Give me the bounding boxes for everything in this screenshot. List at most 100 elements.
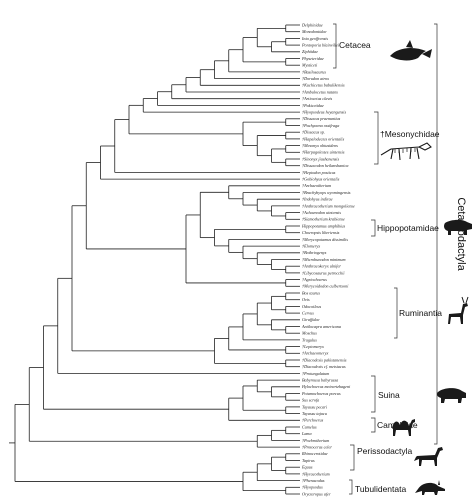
camel-icon: [392, 419, 415, 436]
taxon-label: Equus: [301, 465, 313, 470]
taxon-label: †Bothriogenys: [302, 250, 327, 255]
order-label-cetartiodactyla: Cetartiodactyla: [455, 197, 467, 271]
taxon-label: †Perchoerus: [302, 418, 324, 423]
taxon-label: †Dissacodon heilanshanica: [302, 163, 348, 168]
taxon-label: Inia geoffrensis: [301, 36, 328, 41]
taxon-label: Physeteridae: [301, 56, 324, 61]
aardvark-icon: [415, 480, 445, 495]
taxon-label: †Gobiohyus orientalis: [302, 177, 340, 182]
clade-brackets: [333, 23, 438, 495]
taxon-label: Lama: [301, 431, 312, 436]
taxon-label: †Phenacodus: [302, 478, 325, 483]
taxon-label: †Poebrotherium: [302, 438, 329, 443]
taxon-label: †Dissacus sp.: [302, 130, 325, 135]
clade-label-suina: Suina: [378, 390, 400, 400]
clade-label-ruminantia: Ruminantia: [399, 308, 442, 318]
taxon-label: Tayassu tajacu: [302, 411, 327, 416]
taxon-label: †Ambulocetus natans: [302, 89, 338, 94]
taxon-label: †Dissacus praenuntius: [302, 116, 341, 121]
taxon-label: Babyrousa babyrussa: [302, 378, 338, 383]
taxon-label: Ziphiidae: [302, 49, 318, 54]
taxon-label: †Merycopotamus dissimilis: [302, 237, 348, 242]
taxon-label: Bos taurus: [302, 290, 320, 295]
deer-icon: [448, 296, 469, 324]
pig-icon: [437, 388, 466, 403]
bracket-perissodactyla: [350, 444, 355, 471]
taxon-label: Hylochoerus meinertzhageni: [301, 384, 351, 389]
taxon-label: Rhinocerotidae: [301, 451, 328, 456]
clade-label-hippopotamidae: Hippopotamidae: [377, 223, 439, 233]
taxon-label: †Hapalodectes orientalis: [302, 136, 345, 141]
taxon-label: Odocoileus: [302, 304, 321, 309]
taxon-label: †Pakicetidae: [302, 103, 324, 108]
taxon-label: †Anthracotherium mongoliense: [302, 203, 355, 208]
clade-label-tubulidentata: Tubulidentata: [355, 484, 406, 494]
clade-label-perissodactyla: Perissodactyla: [357, 446, 413, 456]
clade-label-cetacea: Cetacea: [339, 40, 371, 50]
taxon-label: Moschus: [301, 331, 317, 336]
taxon-label: †Harpagolestes uintensis: [302, 150, 345, 155]
dolphin-icon: [390, 40, 432, 61]
taxon-label: †Kuchicetus babulikensis: [302, 83, 345, 88]
taxon-label: Delphinidae: [301, 22, 323, 27]
bracket-ruminantia: [394, 287, 398, 339]
bracket-mesonychidae: [374, 111, 379, 165]
taxon-label: †Protungulatum: [302, 371, 329, 376]
taxon-label: †Brachyhyops wyomingensis: [302, 190, 351, 195]
mesonychid-skeleton-icon: [380, 142, 432, 161]
taxon-label: Tragulus: [302, 337, 317, 342]
taxon-label: †Elomeryx: [302, 244, 320, 249]
taxon-label: †Diacodexis cf. metsiacus: [302, 364, 346, 369]
taxon-labels: Delphinidae Monodontidae Inia geoffrensis P…: [301, 22, 355, 496]
taxon-label: Pontoporia blainvillei: [301, 43, 340, 48]
taxon-label: †Heptodon posticus: [302, 170, 336, 175]
taxon-label: †Microbunodon minimum: [302, 257, 345, 262]
taxon-label: Potamochoerus porcus: [301, 391, 341, 396]
taxon-label: †Artiocetus clavis: [302, 96, 332, 101]
hippo-icon: [444, 219, 472, 235]
taxon-label: Tapirus: [302, 458, 315, 463]
taxon-label: †Protoceras celer: [302, 445, 332, 450]
bracket-cetacea: [333, 23, 337, 69]
tree-branches: [9, 24, 300, 495]
taxon-label: †Anthracokeryx ulnifer: [302, 264, 341, 269]
taxon-label: Camelus: [302, 424, 317, 429]
taxon-label: †Pachyaena ossifraga: [302, 123, 339, 128]
clade-label-mesonychidae: †Mesonychidae: [380, 129, 440, 139]
taxon-label: Choeropsis liberiensis: [302, 230, 340, 235]
taxon-label: Giraffidae: [302, 317, 320, 322]
taxon-label: †Archaeomeryx: [302, 351, 328, 356]
taxon-label: Orycteropus afer: [302, 491, 331, 496]
taxon-label: Sus scrofa: [302, 398, 319, 403]
bracket-hippopotamidae: [371, 219, 376, 237]
taxon-label: †Merycoidodon culbertsoni: [302, 284, 349, 289]
taxon-label: †Basilosaurus: [302, 69, 326, 74]
taxon-label: †Achaenodon uintensis: [302, 210, 341, 215]
bracket-tubulidentata: [349, 479, 353, 495]
taxon-label: Antilocapra americana: [301, 324, 341, 329]
taxon-label: †Leptomeryx: [302, 344, 324, 349]
taxon-label: †Archaeotherium: [302, 183, 331, 188]
taxon-label: †Dorudon atrox: [302, 76, 329, 81]
taxon-label: †Mesonyx obtusidens: [302, 143, 338, 148]
taxon-label: Mysticeti: [301, 63, 318, 68]
taxon-label: Hippopotamus amphibius: [301, 223, 346, 228]
bracket-camelidae: [371, 417, 376, 433]
taxon-label: †Agriochoerus: [302, 277, 327, 282]
taxon-label: †Hyopsodeus heyangensis: [302, 110, 346, 115]
taxon-label: †Diacodexis pakistanensis: [302, 357, 347, 362]
bracket-cetartiodactyla: [434, 23, 438, 445]
horse-icon: [414, 447, 443, 466]
taxon-label: †Siamotherium krabiense: [302, 217, 345, 222]
taxon-label: †Hyracotherium: [302, 471, 330, 476]
taxon-label: †Libycosaurus petrocchii: [302, 270, 345, 275]
taxon-label: Cervus: [302, 311, 314, 316]
taxon-label: †Sinonyx jiashanensis: [302, 156, 339, 161]
taxon-label: Ovis: [302, 297, 310, 302]
taxon-label: Tayassu pecari: [302, 404, 328, 409]
taxon-label: †Indohyus indirae: [302, 197, 333, 202]
taxon-label: Monodontidae: [301, 29, 327, 34]
taxon-label: †Hyopsodus: [302, 485, 323, 490]
bracket-suina: [371, 375, 376, 413]
